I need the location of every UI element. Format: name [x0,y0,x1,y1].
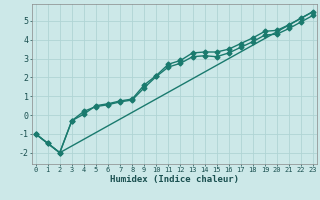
X-axis label: Humidex (Indice chaleur): Humidex (Indice chaleur) [110,175,239,184]
